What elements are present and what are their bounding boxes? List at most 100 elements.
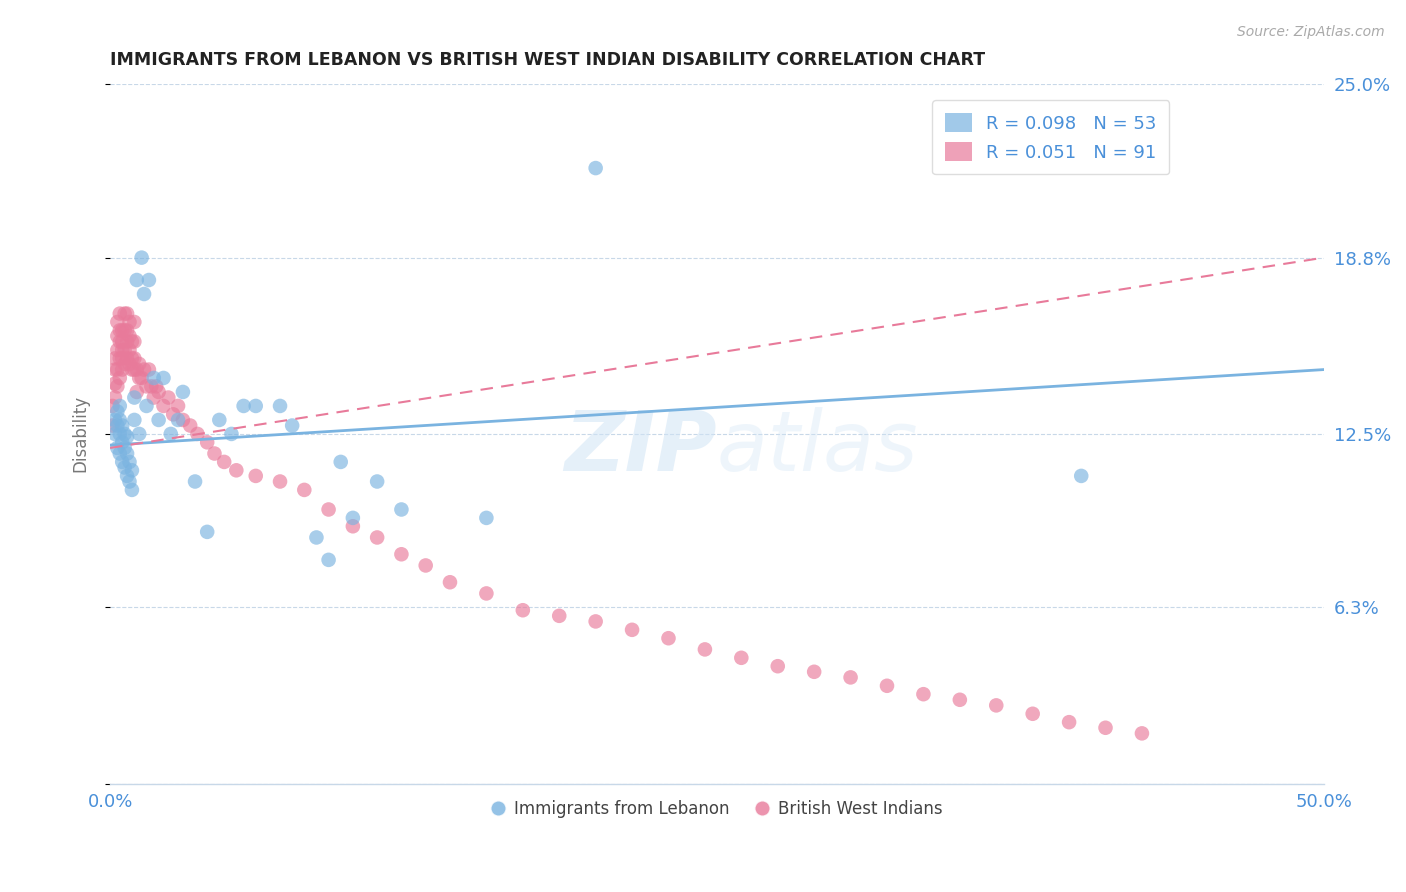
Point: [105, 329, 128, 343]
Point: [114, 323, 136, 337]
Point: [114, 357, 136, 371]
Text: ZIP: ZIP: [564, 408, 717, 489]
Text: atlas: atlas: [717, 408, 918, 489]
Point: [730, 650, 752, 665]
Point: [108, 307, 131, 321]
Point: [115, 446, 138, 460]
Point: [1094, 721, 1116, 735]
Point: [111, 323, 134, 337]
Point: [318, 553, 340, 567]
Point: [121, 463, 143, 477]
Point: [111, 435, 134, 450]
Point: [105, 362, 128, 376]
Point: [657, 631, 679, 645]
Point: [114, 460, 136, 475]
Point: [1070, 469, 1092, 483]
Point: [621, 623, 644, 637]
Point: [104, 391, 127, 405]
Point: [118, 455, 141, 469]
Point: [108, 351, 131, 366]
Point: [125, 362, 148, 376]
Point: [118, 357, 141, 371]
Point: [128, 357, 150, 371]
Point: [391, 547, 413, 561]
Point: [132, 362, 155, 376]
Point: [167, 399, 190, 413]
Point: [105, 418, 128, 433]
Point: [128, 426, 150, 441]
Legend: Immigrants from Lebanon, British West Indians: Immigrants from Lebanon, British West In…: [485, 793, 949, 824]
Point: [876, 679, 898, 693]
Point: [108, 323, 131, 337]
Point: [803, 665, 825, 679]
Point: [138, 273, 160, 287]
Point: [135, 379, 157, 393]
Point: [172, 413, 194, 427]
Point: [172, 384, 194, 399]
Point: [159, 426, 181, 441]
Point: [125, 384, 148, 399]
Point: [318, 502, 340, 516]
Point: [512, 603, 534, 617]
Point: [121, 351, 143, 366]
Point: [114, 441, 136, 455]
Point: [105, 441, 128, 455]
Point: [366, 531, 388, 545]
Point: [148, 384, 170, 399]
Point: [245, 399, 267, 413]
Point: [141, 379, 163, 393]
Point: [105, 315, 128, 329]
Point: [124, 391, 146, 405]
Point: [115, 323, 138, 337]
Point: [105, 379, 128, 393]
Point: [766, 659, 789, 673]
Point: [281, 418, 304, 433]
Point: [949, 693, 972, 707]
Point: [212, 455, 235, 469]
Point: [108, 426, 131, 441]
Point: [145, 379, 167, 393]
Point: [208, 413, 231, 427]
Point: [108, 334, 131, 349]
Point: [912, 687, 935, 701]
Point: [585, 161, 607, 175]
Point: [111, 334, 134, 349]
Point: [585, 615, 607, 629]
Point: [986, 698, 1008, 713]
Point: [104, 413, 127, 427]
Point: [184, 475, 207, 489]
Point: [108, 413, 131, 427]
Point: [195, 435, 218, 450]
Point: [292, 483, 315, 497]
Point: [1130, 726, 1153, 740]
Point: [366, 475, 388, 489]
Point: [108, 446, 131, 460]
Text: Source: ZipAtlas.com: Source: ZipAtlas.com: [1237, 25, 1385, 39]
Point: [115, 334, 138, 349]
Point: [225, 463, 247, 477]
Point: [269, 399, 291, 413]
Point: [131, 251, 153, 265]
Point: [124, 315, 146, 329]
Point: [475, 586, 498, 600]
Point: [475, 511, 498, 525]
Point: [104, 351, 127, 366]
Point: [128, 371, 150, 385]
Point: [221, 426, 243, 441]
Point: [115, 469, 138, 483]
Point: [115, 307, 138, 321]
Point: [104, 376, 127, 391]
Point: [186, 426, 208, 441]
Text: IMMIGRANTS FROM LEBANON VS BRITISH WEST INDIAN DISABILITY CORRELATION CHART: IMMIGRANTS FROM LEBANON VS BRITISH WEST …: [110, 51, 986, 69]
Point: [118, 329, 141, 343]
Point: [101, 399, 124, 413]
Point: [111, 343, 134, 357]
Point: [101, 418, 124, 433]
Point: [162, 408, 184, 422]
Point: [104, 362, 127, 376]
Point: [195, 524, 218, 539]
Point: [232, 399, 254, 413]
Point: [157, 391, 180, 405]
Point: [142, 391, 165, 405]
Point: [142, 371, 165, 385]
